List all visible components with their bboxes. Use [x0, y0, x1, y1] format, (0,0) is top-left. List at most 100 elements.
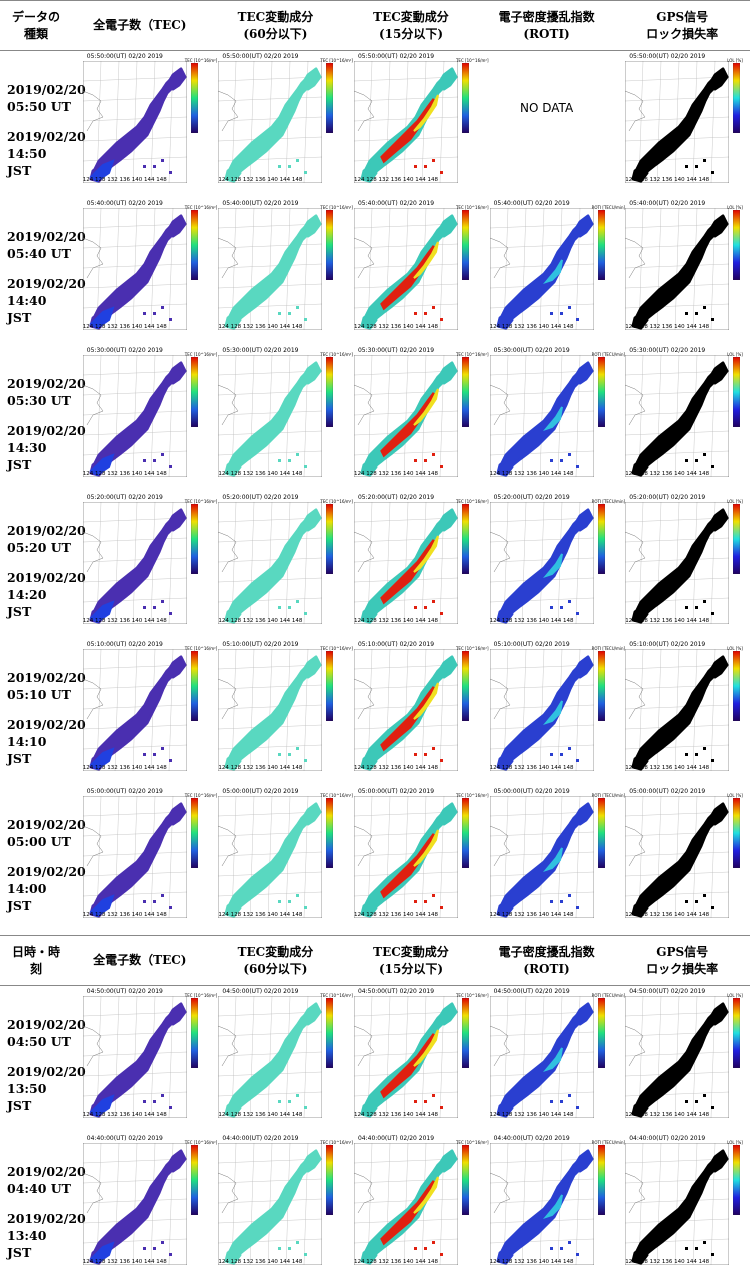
- ut-date: 2019/02/20: [7, 228, 86, 244]
- map-panel-dtec60: 05:10:00(UT) 02/20 2019 TEC [10^16/m²] 124…: [210, 641, 353, 781]
- colorbar: [190, 797, 198, 868]
- panel-timestamp: 05:20:00(UT) 02/20 2019: [629, 493, 706, 501]
- colorbar-unit: TEC [10^16/m²]: [455, 993, 489, 998]
- map-cell-roti: 05:00:00(UT) 02/20 2019 ROTI [TECU/min] 12…: [479, 786, 625, 936]
- panel-timestamp: 05:40:00(UT) 02/20 2019: [493, 199, 570, 207]
- colorbar-unit: TEC [10^16/m²]: [455, 498, 489, 504]
- colorbar-unit: ROTI [TECU/min]: [591, 351, 626, 357]
- colorbar: [190, 62, 198, 134]
- ut-time: 05:00 UT: [7, 833, 71, 849]
- map-panel-dtec60: 05:50:00(UT) 02/20 2019 TEC [10^16/m²] 124…: [210, 53, 353, 193]
- colorbar: [597, 356, 605, 427]
- map-panel-lol: 05:50:00(UT) 02/20 2019 LOL [%] 124 128 13…: [617, 53, 747, 193]
- map-panel-lol: 04:50:00(UT) 02/20 2019 LOL [%] 124 128 13…: [617, 988, 747, 1128]
- longitude-ticks: 124 128 132 136 140 144 148: [82, 177, 167, 183]
- colorbar-unit: TEC [10^16/m²]: [184, 1139, 218, 1145]
- header-dtec-15-text: TEC変動成分: [373, 944, 449, 959]
- longitude-ticks: 124 128 132 136 140 144 148: [353, 1112, 438, 1118]
- header-row-top: データの種類 全電子数（TEC) TEC変動成分 (60分以下) TEC変動成分(…: [0, 0, 750, 51]
- map-panel-dtec15: 04:40:00(UT) 02/20 2019 TEC [10^16/m²] 124…: [346, 1135, 489, 1275]
- colorbar: [190, 503, 198, 574]
- datetime-cell: 2019/02/20 05:50 UT 2019/02/20 14:50 JST: [0, 51, 86, 198]
- panel-timestamp: 04:50:00(UT) 02/20 2019: [86, 988, 163, 995]
- header-roti-text: (ROTI): [523, 961, 570, 976]
- header-roti: 電子密度擾乱指数 (ROTI): [478, 935, 615, 986]
- colorbar: [326, 650, 334, 721]
- colorbar-unit: ROTI [TECU/min]: [591, 204, 626, 210]
- panel-timestamp: 05:00:00(UT) 02/20 2019: [222, 787, 299, 795]
- jst-datetime: 2019/02/20 14:10 JST: [7, 716, 86, 767]
- map-cell-tec: 05:40:00(UT) 02/20 2019 TEC [10^16/m²] 124…: [72, 198, 217, 345]
- panel-timestamp: 05:20:00(UT) 02/20 2019: [222, 493, 299, 501]
- map-panel-tec: 05:10:00(UT) 02/20 2019 TEC [10^16/m²] 124…: [75, 641, 217, 781]
- longitude-ticks: 124 128 132 136 140 144 148: [353, 617, 438, 624]
- jst-datetime: 2019/02/20 14:20 JST: [7, 569, 86, 620]
- longitude-ticks: 124 128 132 136 140 144 148: [82, 323, 167, 330]
- map-panel-lol: 05:10:00(UT) 02/20 2019 LOL [%] 124 128 13…: [617, 641, 747, 781]
- panel-timestamp: 05:30:00(UT) 02/20 2019: [493, 346, 570, 354]
- jst-date: 2019/02/20: [7, 275, 86, 291]
- map-cell-dtec15: 05:50:00(UT) 02/20 2019 TEC [10^16/m²] 124…: [343, 51, 489, 198]
- colorbar: [461, 209, 470, 280]
- map-plot-dtec15: [353, 501, 459, 624]
- colorbar-unit: ROTI [TECU/min]: [591, 498, 626, 504]
- header-gps-lol-text: ロック損失率: [646, 961, 719, 976]
- ut-datetime: 2019/02/20 05:30 UT: [7, 375, 86, 409]
- panel-timestamp: 05:40:00(UT) 02/20 2019: [629, 199, 706, 207]
- data-row: 2019/02/20 05:10 UT 2019/02/20 14:10 JST 05:1…: [0, 639, 750, 786]
- jst-time: 13:50: [7, 1081, 47, 1096]
- map-cell-roti: 04:40:00(UT) 02/20 2019 ROTI [TECU/min] 12…: [479, 1133, 625, 1280]
- map-cell-tec: 05:10:00(UT) 02/20 2019 TEC [10^16/m²] 124…: [72, 639, 217, 786]
- map-plot-dtec60: [218, 207, 323, 330]
- colorbar-unit: LOL [%]: [727, 1139, 743, 1145]
- map-cell-dtec15: 05:40:00(UT) 02/20 2019 TEC [10^16/m²] 124…: [343, 198, 489, 345]
- panel-timestamp: 05:10:00(UT) 02/20 2019: [357, 640, 435, 648]
- panel-timestamp: 05:00:00(UT) 02/20 2019: [357, 787, 435, 795]
- jst-date: 2019/02/20: [7, 1210, 86, 1226]
- longitude-ticks: 124 128 132 136 140 144 148: [353, 911, 438, 918]
- header-tec: 全電子数（TEC): [72, 0, 208, 51]
- map-panel-tec: 04:40:00(UT) 02/20 2019 TEC [10^16/m²] 124…: [75, 1135, 217, 1275]
- map-plot-lol: [624, 501, 730, 624]
- colorbar: [461, 503, 470, 574]
- longitude-ticks: 124 128 132 136 140 144 148: [218, 1112, 303, 1118]
- map-plot-dtec15: [353, 648, 459, 771]
- colorbar: [461, 650, 470, 721]
- map-panel-lol: 04:40:00(UT) 02/20 2019 LOL [%] 124 128 13…: [617, 1135, 747, 1275]
- data-row: 2019/02/20 05:50 UT 2019/02/20 14:50 JST 05:5…: [0, 51, 750, 198]
- longitude-ticks: 124 128 132 136 140 144 148: [218, 617, 303, 624]
- jst-datetime: 2019/02/20 14:00 JST: [7, 863, 86, 914]
- ut-time: 05:20 UT: [7, 539, 71, 555]
- colorbar-unit: TEC [10^16/m²]: [320, 498, 353, 504]
- longitude-ticks: 124 128 132 136 140 144 148: [489, 323, 574, 330]
- longitude-ticks: 124 128 132 136 140 144 148: [489, 617, 574, 624]
- map-plot-roti: [489, 207, 594, 330]
- panel-timestamp: 05:50:00(UT) 02/20 2019: [222, 53, 299, 60]
- map-panel-dtec60: 05:30:00(UT) 02/20 2019 TEC [10^16/m²] 124…: [210, 347, 353, 487]
- colorbar-unit: LOL [%]: [727, 58, 743, 63]
- map-plot-lol: [624, 207, 730, 330]
- colorbar-unit: TEC [10^16/m²]: [320, 351, 353, 357]
- colorbar: [326, 997, 334, 1069]
- map-cell-dtec15: 05:10:00(UT) 02/20 2019 TEC [10^16/m²] 124…: [343, 639, 489, 786]
- colorbar-unit: LOL [%]: [727, 645, 743, 651]
- longitude-ticks: 124 128 132 136 140 144 148: [353, 764, 438, 771]
- longitude-ticks: 124 128 132 136 140 144 148: [353, 1258, 438, 1265]
- panel-timestamp: 05:50:00(UT) 02/20 2019: [629, 53, 706, 60]
- ut-datetime: 2019/02/20 05:10 UT: [7, 669, 86, 703]
- panel-timestamp: 04:50:00(UT) 02/20 2019: [493, 988, 570, 995]
- map-panel-roti: 05:00:00(UT) 02/20 2019 ROTI [TECU/min] 12…: [482, 788, 625, 928]
- map-cell-lol: 05:20:00(UT) 02/20 2019 LOL [%] 124 128 13…: [614, 492, 750, 639]
- colorbar: [461, 62, 470, 134]
- data-row: 2019/02/20 04:40 UT 2019/02/20 13:40 JST 04:4…: [0, 1133, 750, 1280]
- header-dtec-15: TEC変動成分 (15分以下): [343, 0, 479, 51]
- colorbar: [326, 1144, 334, 1215]
- map-cell-dtec60: 05:20:00(UT) 02/20 2019 TEC [10^16/m²] 124…: [208, 492, 353, 639]
- colorbar-unit: TEC [10^16/m²]: [320, 1139, 353, 1145]
- colorbar: [597, 997, 605, 1069]
- colorbar-unit: TEC [10^16/m²]: [455, 204, 489, 210]
- longitude-ticks: 124 128 132 136 140 144 148: [625, 470, 710, 477]
- longitude-ticks: 124 128 132 136 140 144 148: [82, 470, 167, 477]
- colorbar-unit: TEC [10^16/m²]: [184, 645, 218, 651]
- map-cell-roti: 05:30:00(UT) 02/20 2019 ROTI [TECU/min] 12…: [479, 345, 625, 492]
